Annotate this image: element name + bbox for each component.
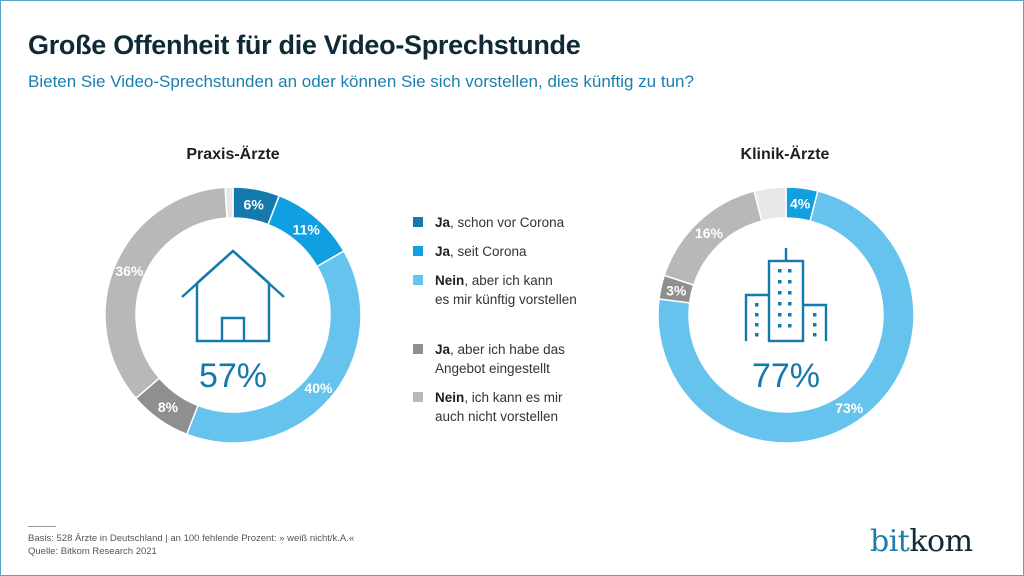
legend-swatch (413, 275, 423, 285)
footer-divider (28, 526, 56, 527)
bitkom-logo: bitkom (870, 524, 973, 559)
window-mark (778, 302, 782, 306)
window-mark (813, 313, 817, 317)
window-mark (778, 324, 782, 328)
window-mark (778, 269, 782, 273)
donut-praxis: 6% 11% 40% 8% 36% (104, 186, 362, 444)
center-label-klinik: 77% (752, 357, 820, 395)
window-mark (788, 280, 792, 284)
window-mark (755, 333, 759, 337)
donut-segment (224, 186, 234, 219)
house-icon (181, 249, 285, 343)
legend-swatch (413, 344, 423, 354)
window-mark (813, 323, 817, 327)
segment-label: 6% (244, 196, 265, 212)
donut-segment (185, 249, 362, 444)
window-mark (788, 313, 792, 317)
legend-swatch (413, 392, 423, 402)
footer-source: Quelle: Bitkom Research 2021 (28, 546, 157, 557)
legend-item: Nein, aber ich kann es mir künftig vorste… (413, 271, 577, 309)
legend-swatch (413, 246, 423, 256)
page-title: Große Offenheit für die Video-Sprechstun… (28, 30, 581, 60)
window-mark (778, 313, 782, 317)
legend-swatch (413, 217, 423, 227)
segment-label: 8% (158, 399, 179, 415)
segment-label: 36% (115, 263, 144, 279)
legend-item: Ja, seit Corona (413, 242, 527, 261)
donut-klinik: 4% 73% 3% 16% (657, 186, 915, 444)
window-mark (788, 324, 792, 328)
segment-label: 73% (835, 400, 864, 416)
segment-label: 40% (304, 380, 333, 396)
center-label-praxis: 57% (199, 357, 267, 395)
footer-basis: Basis: 528 Ärzte in Deutschland | an 100… (28, 533, 355, 544)
chart-title-klinik: Klinik-Ärzte (740, 146, 830, 163)
window-mark (788, 291, 792, 295)
legend-item: Nein, ich kann es mir auch nicht vorstell… (413, 388, 563, 426)
window-mark (755, 323, 759, 327)
window-mark (788, 269, 792, 273)
segment-label: 4% (790, 195, 811, 211)
legend-item: Ja, aber ich habe das Angebot eingestellt (413, 340, 565, 378)
segment-label: 11% (293, 222, 321, 238)
donut-segment (753, 186, 787, 222)
segment-label: 16% (695, 225, 724, 241)
legend-item: Ja, schon vor Corona (413, 213, 564, 232)
buildings-icon (744, 248, 828, 343)
footer-note: Basis: 528 Ärzte in Deutschland | an 100… (28, 532, 354, 558)
window-mark (755, 303, 759, 307)
window-mark (813, 333, 817, 337)
segment-label: 3% (666, 282, 687, 298)
window-mark (788, 302, 792, 306)
window-mark (778, 291, 782, 295)
window-mark (778, 280, 782, 284)
chart-title-praxis: Praxis-Ärzte (186, 146, 280, 163)
donut-segment (657, 190, 915, 444)
page-subtitle: Bieten Sie Video-Sprechstunden an oder k… (28, 72, 694, 91)
window-mark (755, 313, 759, 317)
